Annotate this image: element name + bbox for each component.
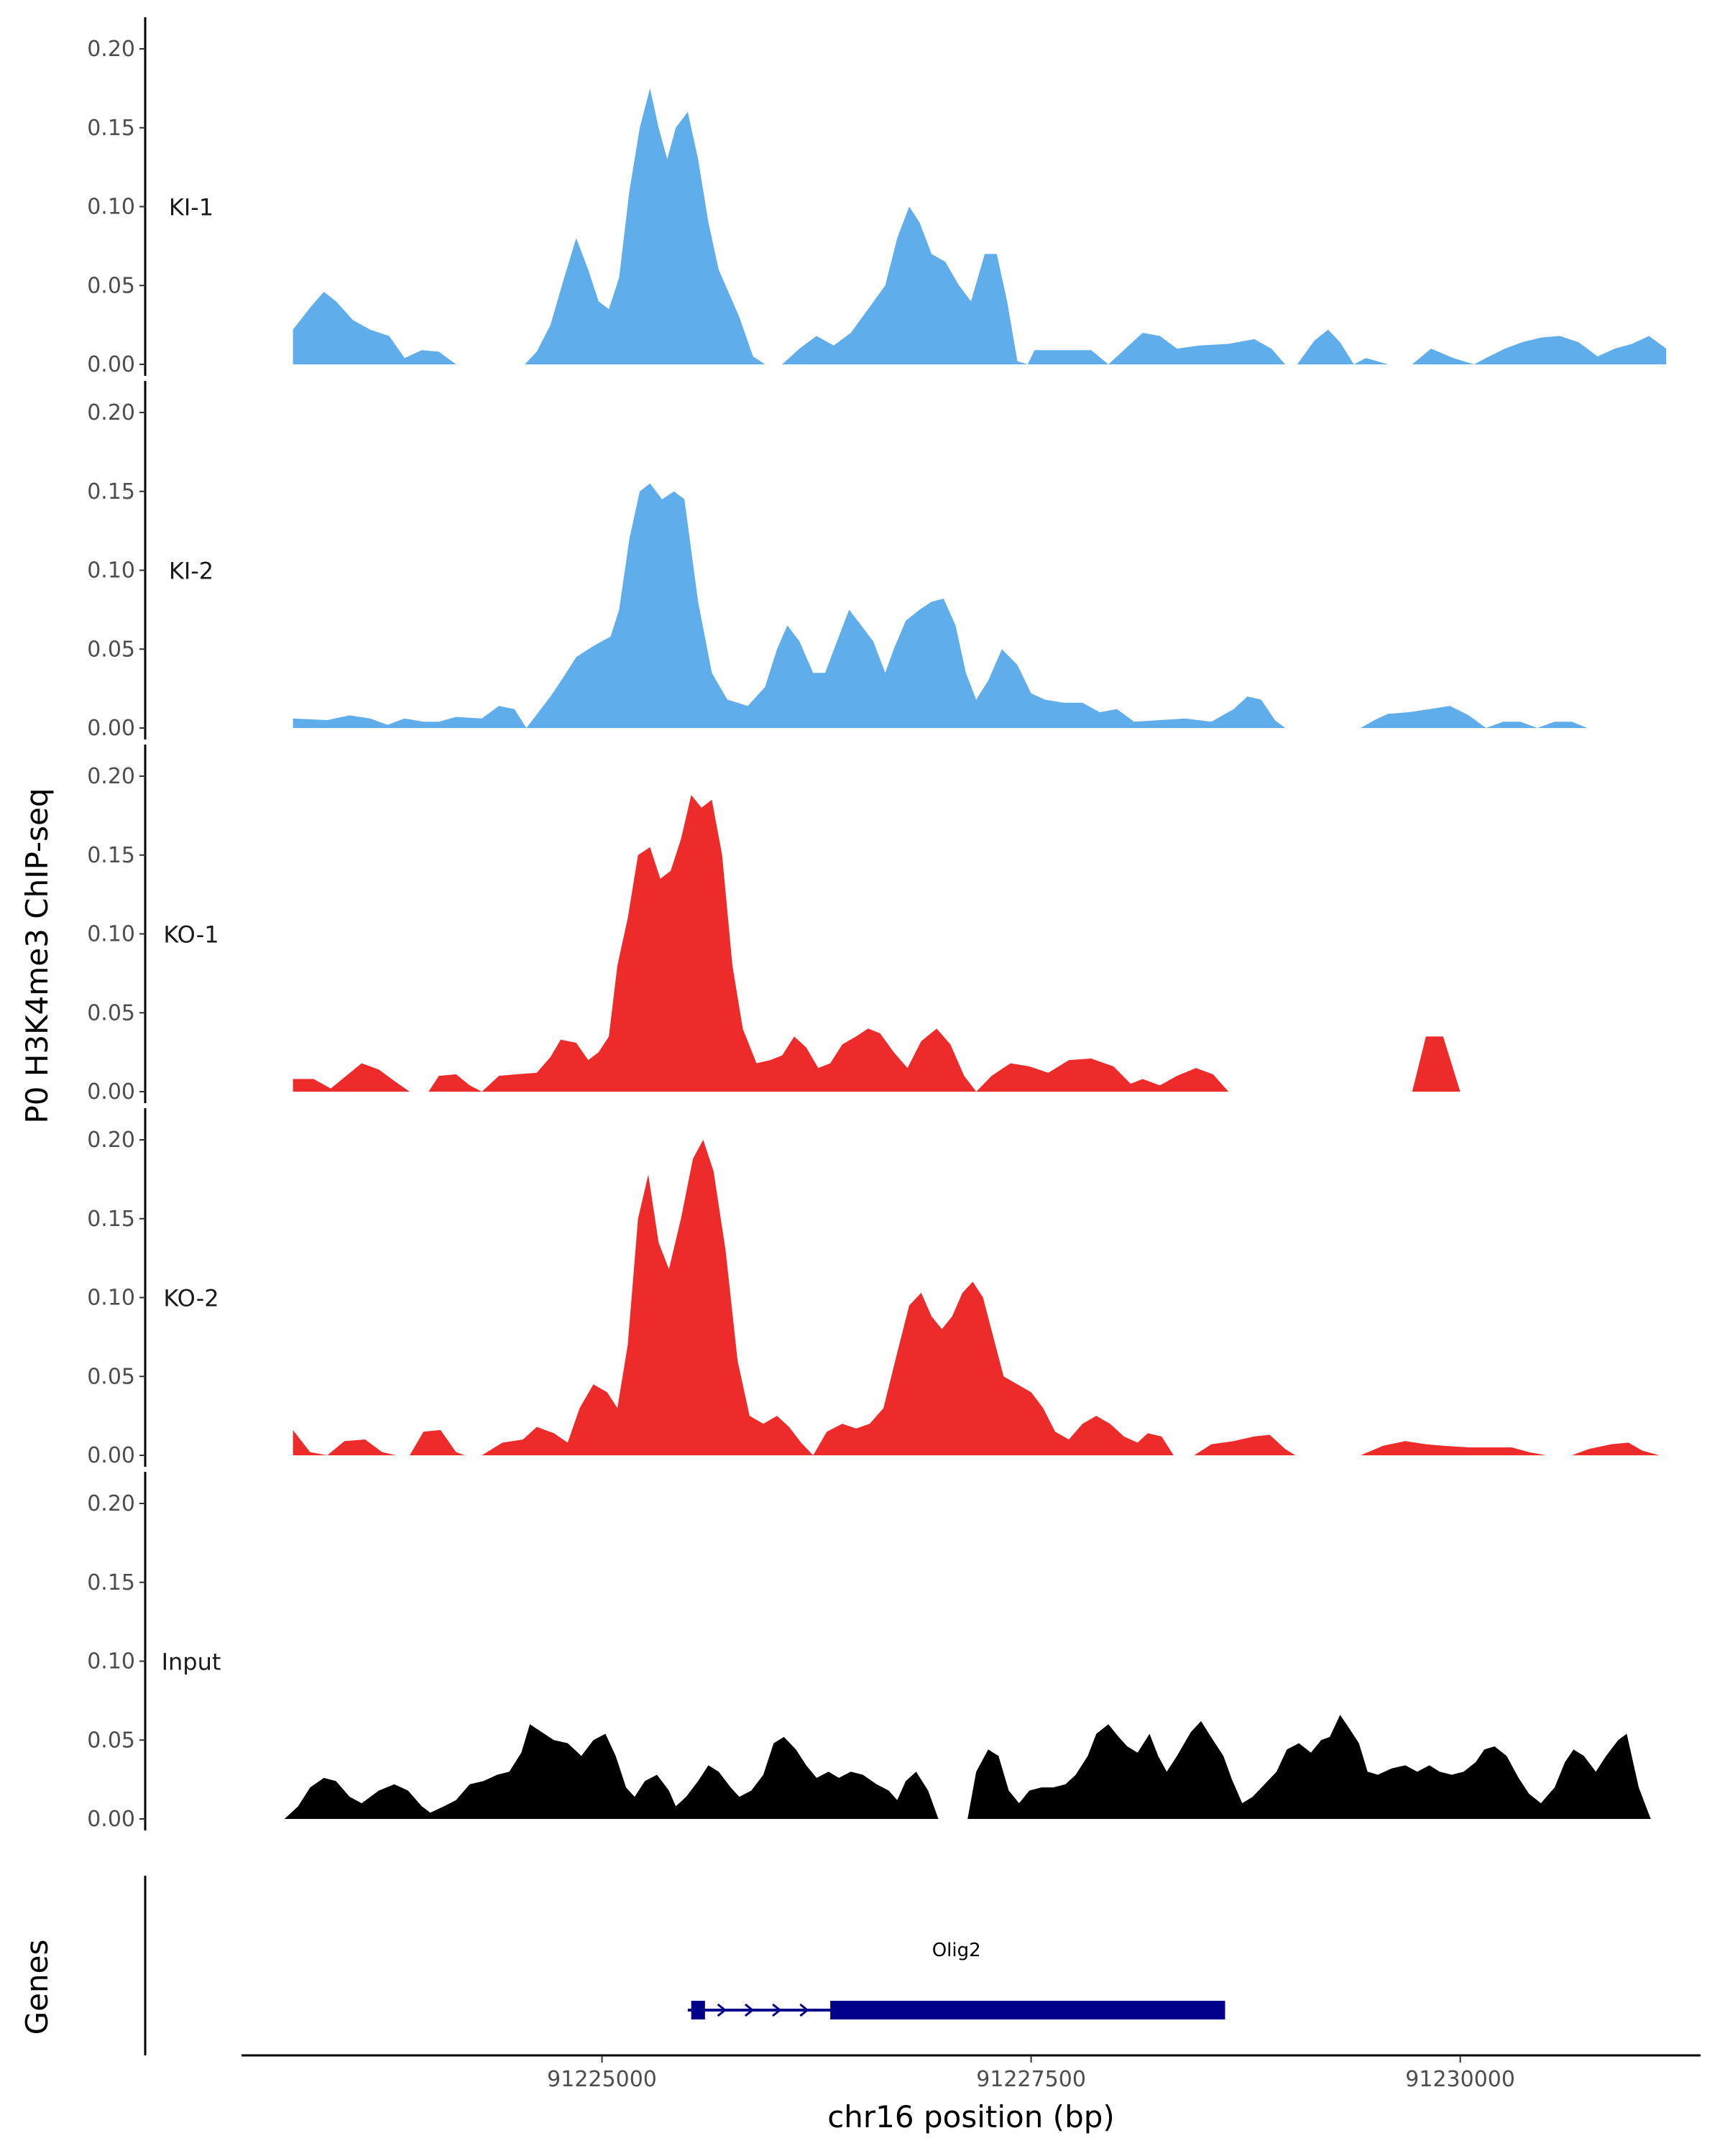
track-ki-1: 0.00 0.05 0.10 0.15 0.20 KI-1 (87, 17, 1667, 377)
y-tick-label-ko-2: 0.10 (87, 1286, 135, 1311)
strand-arrow (744, 2003, 755, 2017)
track-label-input: Input (162, 1649, 221, 1676)
y-tick-label-ko-1: 0.00 (87, 1079, 135, 1105)
y-tick-label-ki-2: 0.00 (87, 716, 135, 741)
y-tick-label-input: 0.15 (87, 1570, 135, 1595)
y-tick-label-input: 0.00 (87, 1807, 135, 1832)
y-tick-label-input: 0.20 (87, 1491, 135, 1516)
strand-arrow (717, 2003, 727, 2017)
y-tick-label-ki-2: 0.05 (87, 637, 135, 662)
track-input: 0.00 0.05 0.10 0.15 0.20 Input (87, 1472, 1651, 1832)
y-tick-label-ko-1: 0.20 (87, 764, 135, 789)
y-tick-label-ki-1: 0.00 (87, 352, 135, 377)
strand-arrow (772, 2003, 782, 2017)
y-axis-title: P0 H3K4me3 ChIP-seq (19, 788, 55, 1123)
y-tick-label-ki-1: 0.05 (87, 273, 135, 298)
y-tick-label-ki-1: 0.10 (87, 195, 135, 220)
gene-exon (830, 2001, 1225, 2019)
track-label-ki-2: KI-2 (169, 558, 213, 585)
coverage-area-ki-1 (293, 88, 1667, 365)
track-label-ki-1: KI-1 (169, 194, 213, 221)
y-tick-label-ko-2: 0.05 (87, 1364, 135, 1389)
track-label-ko-1: KO-1 (163, 921, 218, 949)
y-tick-label-ki-2: 0.10 (87, 558, 135, 584)
coverage-area-ki-2 (293, 483, 1588, 728)
track-ko-2: 0.00 0.05 0.10 0.15 0.20 KO-2 (87, 1108, 1660, 1468)
y-tick-label-ki-2: 0.20 (87, 400, 135, 425)
x-tick-label: 91230000 (1405, 2067, 1515, 2092)
y-tick-label-ko-2: 0.20 (87, 1128, 135, 1153)
genes-track-title: Genes (19, 1940, 55, 2035)
gene-exon (691, 2001, 705, 2019)
x-axis: 91225000 91227500 91230000 (242, 2054, 1701, 2092)
coverage-area-ko-1 (293, 795, 1460, 1092)
x-tick-label: 91227500 (976, 2067, 1086, 2092)
y-tick-label-ko-2: 0.00 (87, 1443, 135, 1468)
y-tick-label-ko-1: 0.15 (87, 843, 135, 868)
y-tick-label-input: 0.10 (87, 1649, 135, 1674)
genes-track: Olig2 (144, 1876, 1225, 2055)
track-ki-2: 0.00 0.05 0.10 0.15 0.20 KI-2 (87, 381, 1588, 741)
x-tick-label: 91225000 (547, 2067, 657, 2092)
gene-label: Olig2 (932, 1940, 981, 1961)
y-tick-label-ki-2: 0.15 (87, 479, 135, 505)
coverage-area-ko-2 (293, 1140, 1660, 1455)
y-tick-label-ko-1: 0.05 (87, 1000, 135, 1026)
strand-arrow (799, 2003, 809, 2017)
x-axis-title: chr16 position (bp) (827, 2099, 1115, 2134)
y-tick-label-input: 0.05 (87, 1728, 135, 1753)
y-tick-label-ko-2: 0.15 (87, 1207, 135, 1232)
track-ko-1: 0.00 0.05 0.10 0.15 0.20 KO-1 (87, 745, 1460, 1105)
track-label-ko-2: KO-2 (163, 1285, 218, 1312)
y-tick-label-ki-1: 0.15 (87, 116, 135, 141)
y-tick-label-ki-1: 0.20 (87, 37, 135, 62)
coverage-area-input (284, 1715, 1651, 1819)
y-tick-label-ko-1: 0.10 (87, 922, 135, 947)
tracks-group: 0.00 0.05 0.10 0.15 0.20 KI-1 0.00 0.05 0.10 0.15… (87, 17, 1667, 1832)
